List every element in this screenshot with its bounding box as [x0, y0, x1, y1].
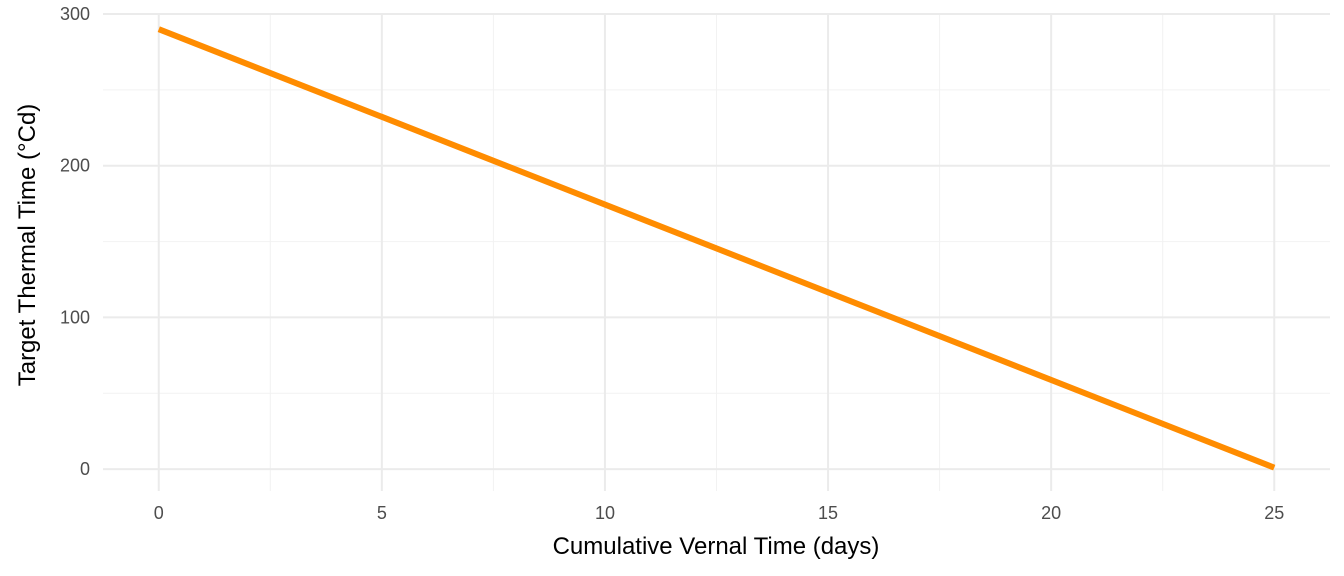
x-tick-label: 5 [377, 503, 387, 523]
x-tick-label: 25 [1264, 503, 1284, 523]
major-gridlines [103, 13, 1330, 491]
y-tick-label: 0 [80, 459, 90, 479]
y-tick-label: 300 [60, 4, 90, 24]
x-axis-title: Cumulative Vernal Time (days) [553, 533, 880, 560]
y-tick-label: 100 [60, 307, 90, 327]
x-tick-label: 20 [1041, 503, 1061, 523]
y-axis-title: Target Thermal Time (°Cd) [14, 104, 41, 387]
y-tick-label: 200 [60, 156, 90, 176]
x-tick-label: 15 [818, 503, 838, 523]
series-line [157, 26, 1276, 471]
x-tick-labels: 0 5 10 15 20 25 [154, 503, 1284, 523]
x-tick-label: 0 [154, 503, 164, 523]
minor-gridlines [103, 14, 1330, 491]
series-layer [157, 26, 1276, 471]
x-tick-label: 10 [595, 503, 615, 523]
y-tick-labels: 0 100 200 300 [60, 4, 90, 479]
